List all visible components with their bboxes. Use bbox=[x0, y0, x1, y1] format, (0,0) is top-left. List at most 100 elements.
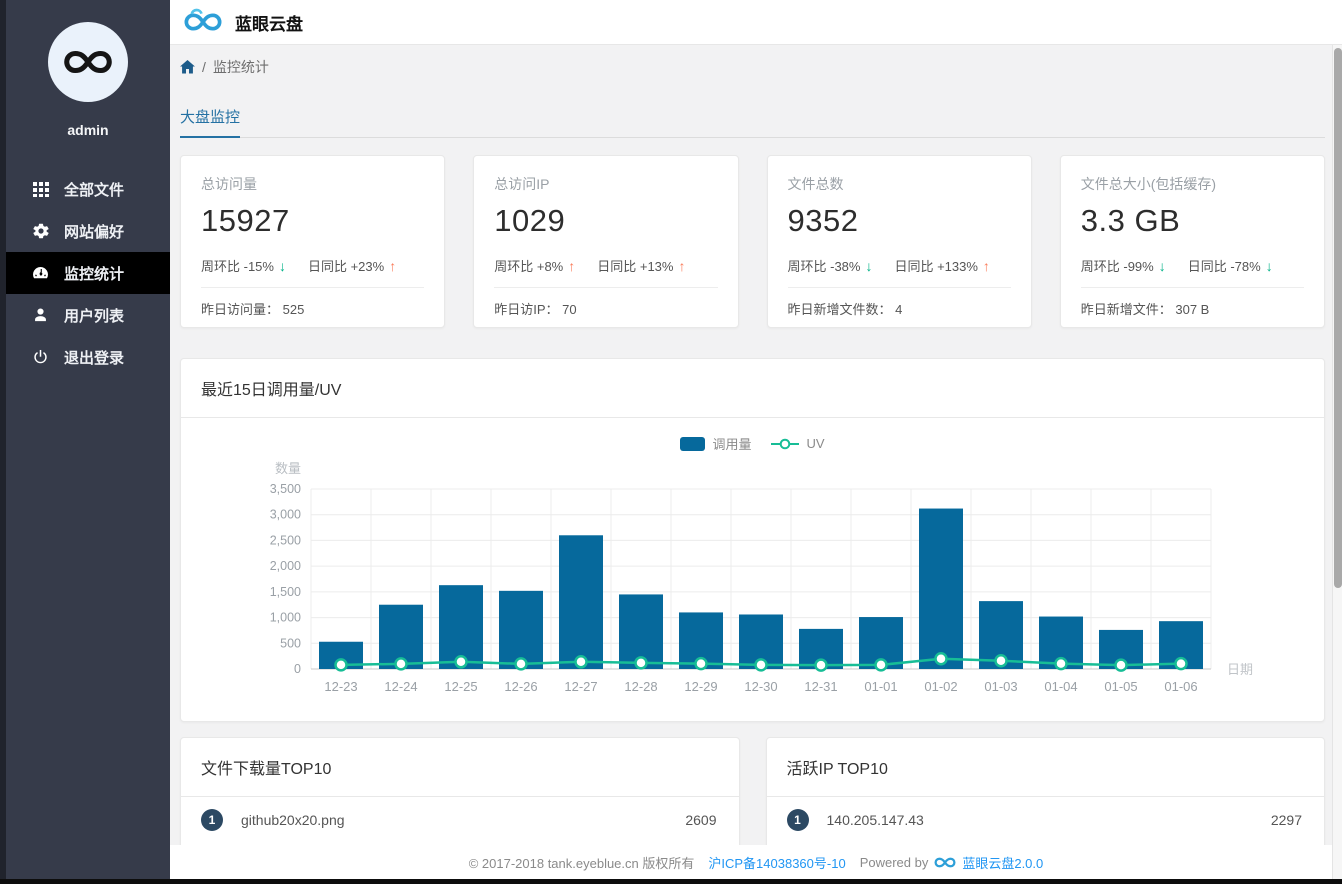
legend-label: UV bbox=[806, 436, 825, 451]
stat-bottom-line: 昨日新增文件： 307 B bbox=[1080, 302, 1210, 317]
top10-card-1: 活跃IP TOP10 1 140.205.147.43 2297 bbox=[765, 737, 1325, 845]
uv-point-01-01 bbox=[874, 658, 888, 672]
bar-12-27 bbox=[559, 535, 603, 669]
stat-value: 1029 bbox=[494, 203, 566, 238]
list-item-name: 140.205.147.43 bbox=[826, 812, 924, 828]
sidebar-item-label: 网站偏好 bbox=[64, 223, 125, 241]
stat-value: 3.3 GB bbox=[1080, 203, 1181, 238]
stat-value: 15927 bbox=[201, 203, 290, 238]
svg-text:12-27: 12-27 bbox=[564, 679, 597, 694]
sidebar-item-monitoring[interactable]: 监控统计 bbox=[6, 252, 170, 294]
gauge-icon bbox=[32, 265, 49, 282]
avatar[interactable] bbox=[48, 22, 128, 102]
svg-text:01-05: 01-05 bbox=[1104, 679, 1137, 694]
svg-text:日期: 日期 bbox=[1227, 662, 1253, 677]
stat-trends: 周环比 -15% ↓ 日同比 +23% ↑ bbox=[201, 256, 424, 275]
sidebar-item-all-files[interactable]: 全部文件 bbox=[6, 168, 170, 210]
svg-text:01-02: 01-02 bbox=[924, 679, 957, 694]
page-footer: © 2017-2018 tank.eyeblue.cn 版权所有 沪ICP备14… bbox=[170, 845, 1342, 884]
app-title: 蓝眼云盘 bbox=[235, 14, 303, 34]
svg-text:数量: 数量 bbox=[275, 461, 301, 476]
top10-lists-row: 文件下载量TOP10 1 github20x20.png 2609 活跃IP TOP10… bbox=[180, 737, 1325, 845]
stat-card-2: 文件总数 9352 周环比 -38% ↓ 日同比 +133% ↑ 昨日新增文件数： 4 bbox=[766, 155, 1032, 328]
bar-12-26 bbox=[499, 590, 543, 669]
uv-point-01-06 bbox=[1174, 656, 1188, 671]
svg-text:12-24: 12-24 bbox=[384, 679, 417, 694]
sidebar-item-users[interactable]: 用户列表 bbox=[6, 294, 170, 336]
legend-line-swatch bbox=[771, 438, 800, 449]
svg-text:1,500: 1,500 bbox=[270, 585, 301, 599]
sidebar-item-label: 用户列表 bbox=[64, 307, 125, 325]
scrollbar-thumb[interactable] bbox=[1334, 48, 1342, 588]
svg-text:01-03: 01-03 bbox=[984, 679, 1017, 694]
uv-point-12-26 bbox=[514, 657, 528, 671]
window-bottom-edge bbox=[0, 879, 1342, 884]
svg-text:3,000: 3,000 bbox=[270, 508, 301, 522]
trend: 周环比 -38% ↓ bbox=[787, 257, 873, 275]
stat-card-0: 总访问量 15927 周环比 -15% ↓ 日同比 +23% ↑ 昨日访问量： 525 bbox=[180, 155, 446, 328]
stat-card-3: 文件总大小(包括缓存) 3.3 GB 周环比 -99% ↓ 日同比 -78% ↓ 昨日新增文… bbox=[1059, 155, 1325, 328]
page-content: / 监控统计 大盘监控 总访问量 15927 周环比 -15% ↓ 日同比 +23% ↑ 昨… bbox=[170, 45, 1342, 845]
sidebar-item-preferences[interactable]: 网站偏好 bbox=[6, 210, 170, 252]
stat-label: 文件总数 bbox=[787, 176, 844, 192]
app-header: 蓝眼云盘 bbox=[170, 0, 1342, 45]
stat-value: 9352 bbox=[787, 203, 859, 238]
sidebar-item-logout[interactable]: 退出登录 bbox=[6, 336, 170, 378]
list-item-value: 2297 bbox=[1270, 812, 1302, 828]
powered-by: Powered by 蓝眼云盘2.0.0 bbox=[860, 853, 1044, 872]
svg-text:12-23: 12-23 bbox=[324, 679, 357, 694]
sidebar: admin 全部文件网站偏好监控统计用户列表退出登录 bbox=[0, 0, 170, 884]
top10-card-0: 文件下载量TOP10 1 github20x20.png 2609 bbox=[180, 737, 740, 845]
chart-card: 最近15日调用量/UV 调用量 UV 0 500 1,000 1,500 2,000 2,5… bbox=[180, 358, 1325, 722]
scrollbar-track[interactable] bbox=[1332, 45, 1342, 884]
trend: 日同比 +133% ↑ bbox=[894, 257, 990, 275]
stat-label: 总访问IP bbox=[494, 176, 550, 192]
svg-text:12-26: 12-26 bbox=[504, 679, 537, 694]
grid-icon bbox=[32, 181, 49, 198]
uv-point-01-05 bbox=[1114, 658, 1128, 672]
legend-item-调用量[interactable]: 调用量 bbox=[680, 434, 751, 453]
svg-text:12-25: 12-25 bbox=[444, 679, 477, 694]
uv-point-12-29 bbox=[694, 656, 708, 671]
divider bbox=[787, 287, 1011, 288]
stat-bottom-line: 昨日访IP： 70 bbox=[494, 302, 577, 317]
stat-trends: 周环比 -38% ↓ 日同比 +133% ↑ bbox=[788, 256, 1011, 275]
user-block: admin bbox=[6, 0, 170, 138]
home-icon[interactable] bbox=[180, 60, 195, 74]
rank-badge: 1 bbox=[786, 809, 809, 831]
divider bbox=[494, 287, 718, 288]
brand-version-link[interactable]: 蓝眼云盘2.0.0 bbox=[962, 856, 1044, 871]
uv-point-12-27 bbox=[574, 655, 588, 669]
divider bbox=[1080, 287, 1304, 288]
svg-text:0: 0 bbox=[294, 662, 301, 676]
trend: 日同比 -78% ↓ bbox=[1187, 257, 1273, 275]
top10-title: 文件下载量TOP10 bbox=[181, 738, 739, 797]
up-arrow-icon: ↑ bbox=[678, 257, 686, 274]
legend-label: 调用量 bbox=[712, 437, 752, 452]
svg-text:3,500: 3,500 bbox=[270, 482, 301, 496]
uv-point-12-28 bbox=[634, 656, 648, 670]
down-arrow-icon: ↓ bbox=[865, 257, 873, 274]
tab-dashboard-monitor[interactable]: 大盘监控 bbox=[180, 106, 241, 138]
stat-trends: 周环比 +8% ↑ 日同比 +13% ↑ bbox=[494, 256, 717, 275]
rank-badge: 1 bbox=[201, 809, 223, 831]
chart-legend: 调用量 UV bbox=[181, 434, 1324, 453]
uv-point-12-30 bbox=[754, 658, 768, 672]
trend: 日同比 +23% ↑ bbox=[307, 257, 397, 275]
trend: 周环比 +8% ↑ bbox=[494, 257, 576, 275]
stat-label: 文件总大小(包括缓存) bbox=[1080, 176, 1217, 192]
uv-point-12-31 bbox=[814, 658, 828, 672]
trend: 日同比 +13% ↑ bbox=[597, 257, 686, 275]
list-item: 1 github20x20.png 2609 bbox=[181, 797, 739, 843]
breadcrumb-separator: / bbox=[202, 59, 206, 75]
icp-link[interactable]: 沪ICP备14038360号-10 bbox=[708, 856, 846, 871]
stat-card-1: 总访问IP 1029 周环比 +8% ↑ 日同比 +13% ↑ 昨日访IP： 70 bbox=[473, 155, 739, 328]
uv-point-12-24 bbox=[394, 657, 408, 671]
chart-title: 最近15日调用量/UV bbox=[181, 359, 1324, 418]
app-logo-icon[interactable] bbox=[183, 8, 223, 36]
legend-item-UV[interactable]: UV bbox=[771, 436, 825, 451]
sidebar-item-label: 监控统计 bbox=[64, 265, 125, 283]
svg-text:12-28: 12-28 bbox=[624, 679, 657, 694]
copyright-text: © 2017-2018 tank.eyeblue.cn 版权所有 bbox=[468, 856, 695, 871]
